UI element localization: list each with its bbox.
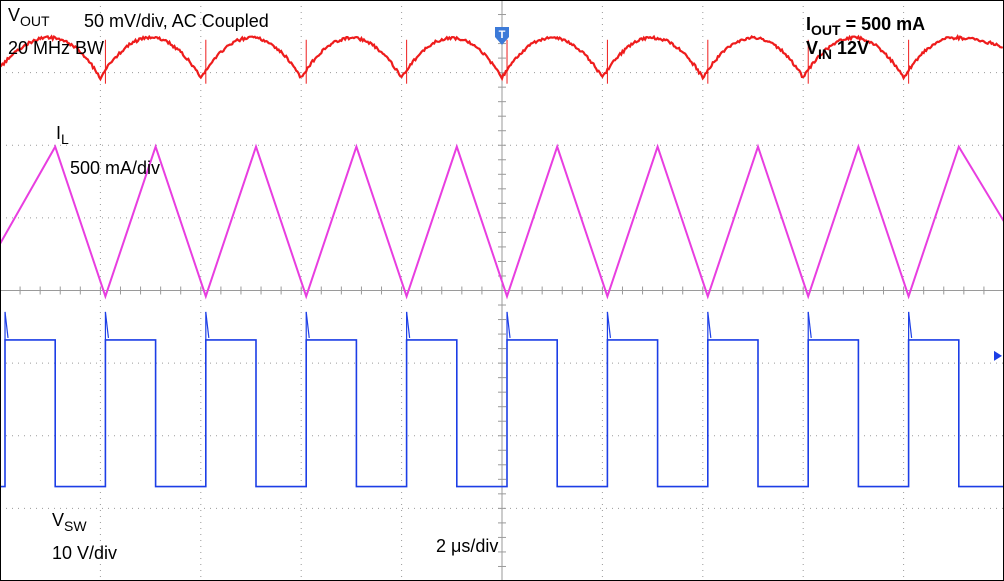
timebase-label: 2 μs/div	[436, 536, 498, 556]
vsw-scale: 10 V/div	[52, 543, 117, 563]
il-label: IL	[56, 123, 69, 149]
vout-scale: 50 mV/div, AC Coupled	[84, 11, 269, 31]
iout-label: IOUT = 500 mA	[806, 14, 925, 40]
vsw-label: VSW	[52, 510, 87, 536]
bandwidth-label: 20 MHz BW	[8, 38, 104, 58]
vout-label: VOUT	[8, 5, 50, 31]
vin-label: VIN 12V	[806, 38, 869, 64]
trigger-marker-text: T	[499, 29, 506, 41]
il-scale: 500 mA/div	[70, 158, 160, 178]
vsw-ground-marker	[994, 351, 1002, 361]
